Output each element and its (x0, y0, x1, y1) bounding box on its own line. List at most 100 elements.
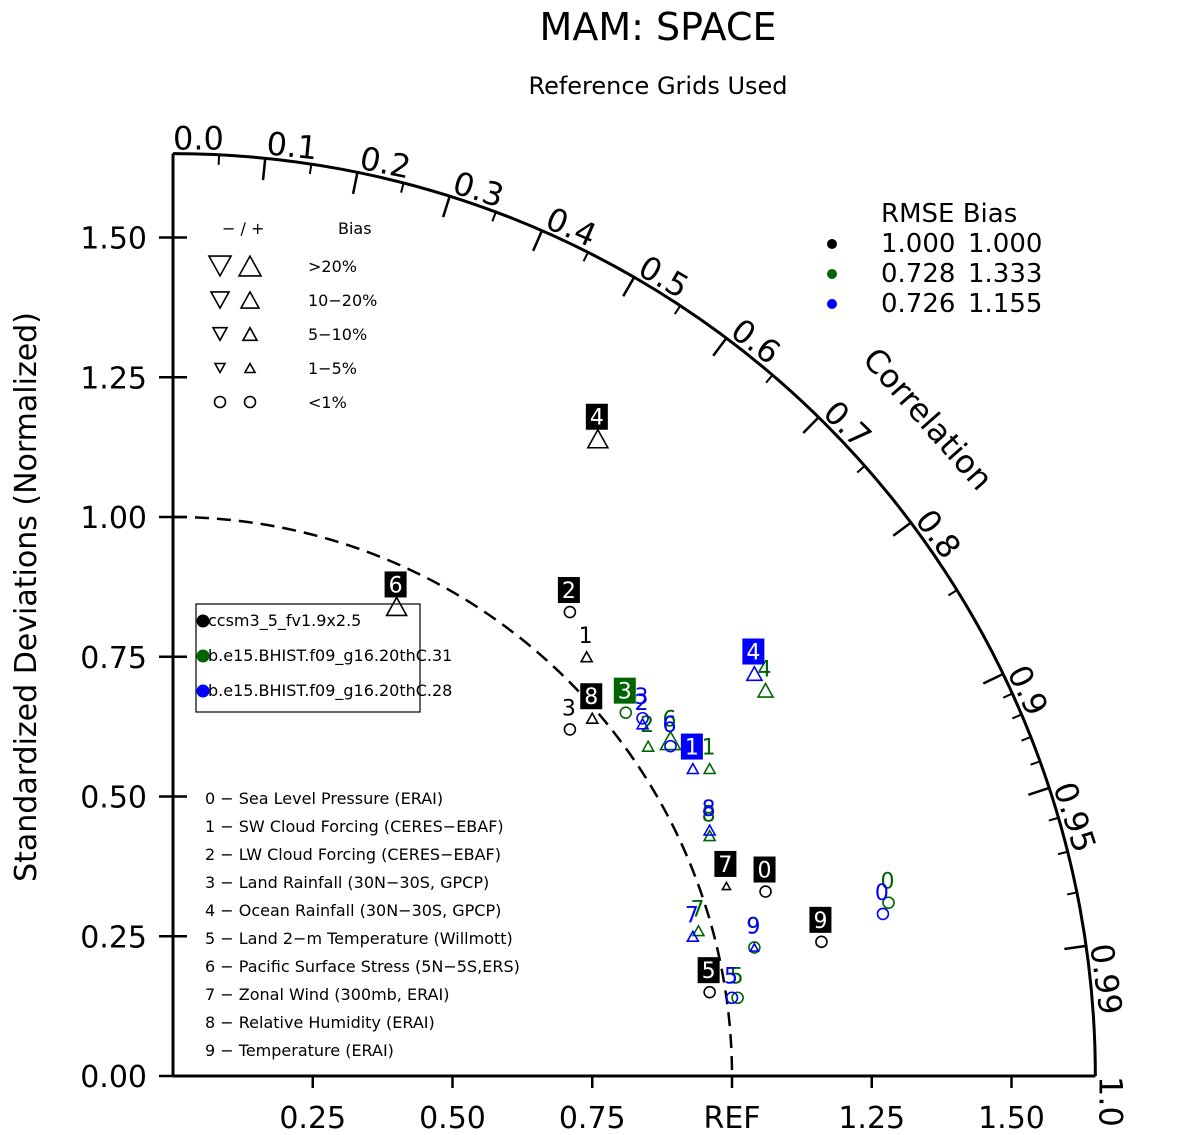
bias-legend-label: >20% (308, 257, 357, 276)
correlation-minor-tick (856, 465, 866, 474)
y-tick-label: 1.50 (80, 222, 147, 257)
point-label: 5 (730, 965, 744, 990)
point-label: 8 (584, 685, 598, 710)
point-marker (702, 761, 717, 775)
correlation-minor-tick (1048, 816, 1059, 822)
point-label-box (585, 403, 608, 430)
correlation-tick-label: 0.95 (1045, 777, 1103, 857)
point-marker (731, 991, 744, 1005)
series-name: b.e15.BHIST.f09_g16.20thC.28 (208, 681, 452, 701)
correlation-minor-tick (1011, 713, 1022, 720)
point-marker (702, 823, 717, 836)
y-axis-label: Standardized Deviations (Normalized) (9, 312, 44, 882)
point-marker (725, 991, 739, 1005)
correlation-tick-label: 0.9 (1000, 659, 1056, 721)
point-marker (721, 880, 732, 891)
point-label-box (714, 850, 737, 877)
bias-legend-up-triangle (237, 254, 263, 277)
series-legend: ccsm3_5_fv1.9x2.5 b.e15.BHIST.f09_g16.20t… (195, 603, 452, 713)
point-label: 4 (746, 641, 760, 666)
point-label: 0 (875, 881, 889, 906)
point-marker (579, 650, 594, 663)
series-legend-box (195, 603, 421, 713)
point-label: 6 (663, 713, 677, 738)
bias-legend-up-triangle (241, 326, 259, 342)
correlation-minor-tick (217, 154, 221, 165)
series-name: ccsm3_5_fv1.9x2.5 (208, 611, 361, 631)
point-label-box (557, 577, 580, 604)
correlation-tick-label: 0.2 (357, 139, 414, 186)
bias-legend-down-triangle (211, 326, 229, 342)
correlation-minor-tick (400, 182, 405, 193)
bias-legend-down-triangle (209, 291, 231, 310)
point-label: 0 (758, 859, 772, 884)
bias-legend-label: <1% (308, 393, 347, 412)
correlation-minor-tick (308, 163, 313, 175)
point-marker (691, 924, 706, 937)
point-label: 2 (635, 691, 649, 716)
correlation-tick (261, 158, 267, 181)
correlation-minor-tick (1002, 692, 1013, 699)
point-label-box (753, 856, 776, 883)
point-label: 6 (663, 708, 677, 733)
correlation-minor-tick (673, 305, 682, 315)
point-label: 0 (881, 870, 895, 895)
bias-legend-bias-header: Bias (338, 219, 372, 238)
bias-legend-sign-header: − / + (222, 219, 264, 238)
correlation-minor-tick (1030, 760, 1041, 766)
point-label: 5 (702, 959, 716, 984)
case-item: 6 − Pacific Surface Stress (5N−5S,ERS) (205, 957, 520, 976)
stats-rmse: 0.726 (881, 289, 955, 319)
point-label: 7 (718, 853, 732, 878)
axes: 0.25 0.50 0.75 REF 1.25 1.500.000.250.500.751… (80, 152, 1097, 1135)
case-list: 0 − Sea Level Pressure (ERAI) 1 − SW Clou… (205, 789, 520, 1060)
point-marker (703, 985, 716, 999)
point-marker (749, 942, 760, 952)
case-item: 2 − LW Cloud Forcing (CERES−EBAF) (205, 845, 501, 864)
bias-legend-label: 10−20% (308, 291, 377, 310)
y-tick-label: 0.75 (80, 641, 147, 676)
point-marker (876, 907, 890, 921)
correlation-tick (351, 172, 359, 195)
y-tick-label: 0.25 (80, 920, 147, 955)
x-tick-label: 0.25 (279, 1101, 346, 1135)
correlation-tick-label: 0.7 (816, 393, 879, 456)
point-label: 3 (618, 680, 632, 705)
point-marker (563, 605, 577, 619)
case-item: 8 − Relative Humidity (ERAI) (205, 1013, 435, 1032)
point-marker (815, 935, 828, 949)
point-label: 7 (690, 898, 704, 923)
y-tick-label: 1.00 (80, 501, 147, 536)
correlation-minor-tick (491, 211, 497, 222)
correlation-tick (712, 337, 728, 357)
series-color-dot (196, 684, 210, 698)
point-marker (619, 706, 633, 719)
bias-legend-up-triangle (243, 361, 257, 374)
point-marker (664, 739, 677, 753)
case-item: 9 − Temperature (ERAI) (205, 1041, 394, 1060)
correlation-minor-tick (765, 374, 774, 384)
y-tick-label: 0.50 (80, 781, 147, 816)
bias-legend-circle (243, 395, 257, 409)
point-marker (563, 723, 577, 736)
point-marker (745, 665, 764, 682)
bias-legend-down-triangle (213, 362, 227, 375)
correlation-tick-label: 0.99 (1082, 941, 1130, 1017)
bias-legend: − / + Bias >20% 10−20% 5−10% 1−5% <1% (207, 219, 377, 412)
correlation-tick (1064, 944, 1087, 951)
correlation-tick (892, 521, 912, 537)
y-tick-label: 1.25 (80, 361, 147, 396)
point-label-box (809, 906, 832, 933)
correlation-tick-label: 0.0 (173, 120, 224, 158)
point-label: 9 (746, 914, 760, 939)
stats-rmse: 0.728 (881, 259, 955, 289)
bias-legend-down-triangle (207, 255, 233, 278)
point-marker (641, 739, 656, 752)
x-tick-label: 1.50 (978, 1101, 1045, 1135)
stats-rmse: 1.000 (881, 229, 955, 259)
reference-arc (172, 515, 734, 1077)
correlation-tick (1027, 786, 1050, 797)
correlation-minor-tick (1057, 850, 1068, 856)
